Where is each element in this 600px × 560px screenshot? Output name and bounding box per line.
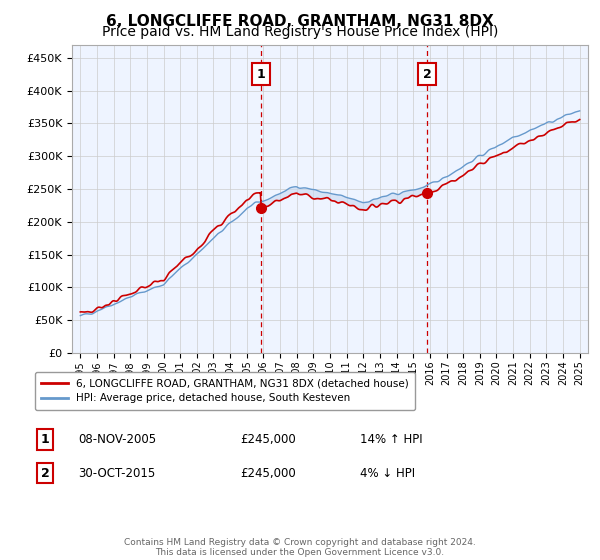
Text: £245,000: £245,000 <box>240 433 296 446</box>
Legend: 6, LONGCLIFFE ROAD, GRANTHAM, NG31 8DX (detached house), HPI: Average price, det: 6, LONGCLIFFE ROAD, GRANTHAM, NG31 8DX (… <box>35 372 415 410</box>
Text: 1: 1 <box>257 68 265 81</box>
Text: £245,000: £245,000 <box>240 466 296 480</box>
Text: 08-NOV-2005: 08-NOV-2005 <box>78 433 156 446</box>
Text: Contains HM Land Registry data © Crown copyright and database right 2024.
This d: Contains HM Land Registry data © Crown c… <box>124 538 476 557</box>
Text: 30-OCT-2015: 30-OCT-2015 <box>78 466 155 480</box>
Text: 14% ↑ HPI: 14% ↑ HPI <box>360 433 422 446</box>
Text: Price paid vs. HM Land Registry's House Price Index (HPI): Price paid vs. HM Land Registry's House … <box>102 25 498 39</box>
Text: 2: 2 <box>422 68 431 81</box>
Text: 4% ↓ HPI: 4% ↓ HPI <box>360 466 415 480</box>
Text: 6, LONGCLIFFE ROAD, GRANTHAM, NG31 8DX: 6, LONGCLIFFE ROAD, GRANTHAM, NG31 8DX <box>106 14 494 29</box>
Text: 1: 1 <box>41 433 49 446</box>
Text: 2: 2 <box>41 466 49 480</box>
